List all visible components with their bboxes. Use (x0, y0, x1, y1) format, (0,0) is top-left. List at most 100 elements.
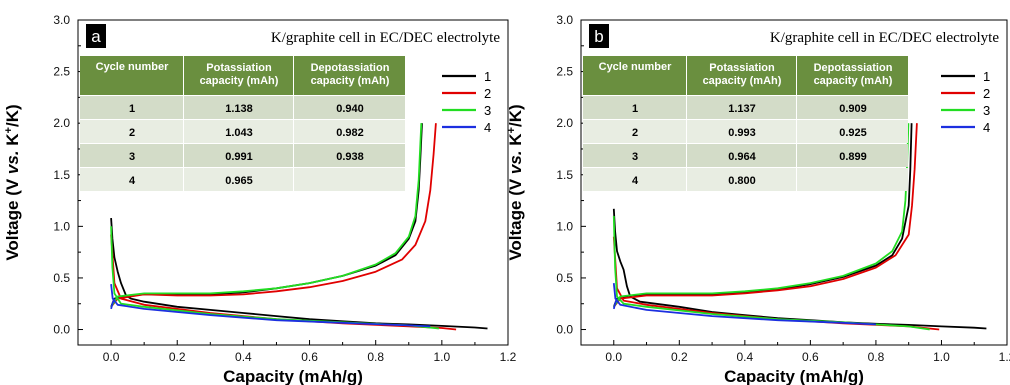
series-4-curve-depotassiation (612, 298, 618, 310)
table-cell (80, 120, 183, 143)
table-cell (80, 168, 183, 191)
table-cell (294, 120, 405, 143)
legend-label-1: 1 (983, 69, 990, 84)
table-cell-text: 0.991 (225, 151, 253, 163)
table-header-text: Cycle number (96, 61, 169, 73)
y-axis-title: Voltage (V vs. K+/K) (3, 104, 22, 260)
x-tick-label: 0.2 (169, 350, 186, 364)
x-tick-label: 0.6 (301, 350, 318, 364)
plot-frame (580, 19, 1008, 346)
table-cell (184, 144, 293, 167)
y-tick-label: 2.0 (556, 116, 573, 130)
x-tick-label: 0.0 (605, 350, 622, 364)
series-1-curve-potassiation (612, 208, 987, 330)
table-cell (797, 96, 908, 119)
x-axis-title: Capacity (mAh/g) (724, 367, 864, 385)
x-axis-title: Capacity (mAh/g) (223, 367, 363, 385)
table-cell (583, 144, 686, 167)
series-3-curve-potassiation (110, 226, 439, 330)
table-cell (797, 144, 908, 167)
table-cell (687, 120, 796, 143)
y-tick-label: 1.0 (53, 219, 70, 233)
x-tick-label: 0.8 (367, 350, 384, 364)
table-cell-text: 1 (632, 103, 638, 115)
x-tick-label: 1.0 (933, 350, 950, 364)
table-header-cell (797, 56, 908, 95)
legend-label-3: 3 (983, 103, 990, 118)
panel-title: K/graphite cell in EC/DEC electrolyte (770, 30, 999, 46)
y-tick-label: 1.5 (53, 168, 70, 182)
table-cell-text: 0.993 (728, 127, 756, 139)
y-axis-title-superscript: + (3, 127, 15, 133)
y-axis-title-superscript: + (506, 127, 518, 133)
y-tick-label: 0.0 (53, 323, 70, 337)
table-cell-text: 0.909 (839, 103, 867, 115)
table-cell-text: 0.800 (728, 175, 756, 187)
table-cell-text: 0.925 (839, 127, 867, 139)
table-cell-text: 4 (129, 175, 136, 187)
table-cell-text: 0.965 (225, 175, 253, 187)
table-cell-text: 1.138 (225, 103, 253, 115)
panel-letter: b (594, 27, 603, 46)
data-series-group (612, 123, 987, 331)
data-series-group (110, 123, 488, 331)
y-tick-label: 0.5 (53, 271, 70, 285)
table-cell-text: 2 (129, 127, 135, 139)
table-header-text: Depotassiation (311, 62, 390, 74)
series-2-curve-potassiation (110, 234, 457, 331)
series-3-curve-potassiation (612, 215, 930, 331)
table-cell-text: 2 (632, 127, 638, 139)
y-axis-title-italic: vs. (3, 150, 22, 174)
table-header-cell (583, 56, 686, 95)
table-cell (294, 144, 405, 167)
table-cell-text: 3 (632, 151, 638, 163)
y-axis-title: Voltage (V vs. K+/K) (506, 104, 525, 260)
table-cell-text: 1.043 (225, 127, 253, 139)
y-tick-label: 2.5 (53, 65, 70, 79)
series-2-curve-potassiation (612, 236, 940, 331)
series-4-curve-potassiation (110, 284, 431, 328)
panel-letter-box (589, 24, 609, 48)
x-tick-label: 0.0 (103, 350, 120, 364)
table-cell (583, 168, 686, 191)
table-header-text: Depotassiation (814, 62, 893, 74)
legend-label-4: 4 (983, 120, 990, 135)
x-tick-label: 1.2 (999, 350, 1010, 364)
table-cell-text: 0.899 (839, 151, 867, 163)
table-cell (797, 168, 908, 191)
table-cell-text: 0.938 (336, 151, 364, 163)
series-4-curve-depotassiation (110, 298, 116, 310)
table-cell-text: 0.982 (336, 127, 364, 139)
table-cell (687, 96, 796, 119)
y-tick-label: 0.0 (556, 323, 573, 337)
table-cell (583, 96, 686, 119)
y-tick-label: 0.5 (556, 271, 573, 285)
y-tick-label: 2.5 (556, 65, 573, 79)
table-cell-text: 1 (129, 103, 135, 115)
legend-label-2: 2 (983, 86, 990, 101)
y-tick-label: 3.0 (53, 13, 70, 27)
legend-label-2: 2 (484, 86, 491, 101)
series-3-curve-depotassiation (110, 123, 423, 308)
x-tick-label: 0.6 (802, 350, 819, 364)
table-cell (687, 168, 796, 191)
y-axis-title-part: Voltage (V (506, 174, 525, 261)
y-axis-title-part: /K) (506, 104, 525, 127)
y-axis-title-part: /K) (3, 104, 22, 127)
series-2-curve-depotassiation (613, 123, 918, 308)
table-cell-text: 0.964 (728, 151, 756, 163)
panel-letter-box (86, 24, 106, 48)
series-2-curve-depotassiation (110, 123, 437, 308)
y-tick-label: 3.0 (556, 13, 573, 27)
table-cell (184, 168, 293, 191)
table-header-cell (184, 56, 293, 95)
table-header-text: capacity (mAh) (200, 75, 279, 87)
y-axis-title-italic: vs. (506, 150, 525, 174)
table-header-text: Potassiation (709, 62, 775, 74)
table-cell (583, 120, 686, 143)
table-cell-text: 3 (129, 151, 135, 163)
table-header-text: capacity (mAh) (703, 75, 782, 87)
